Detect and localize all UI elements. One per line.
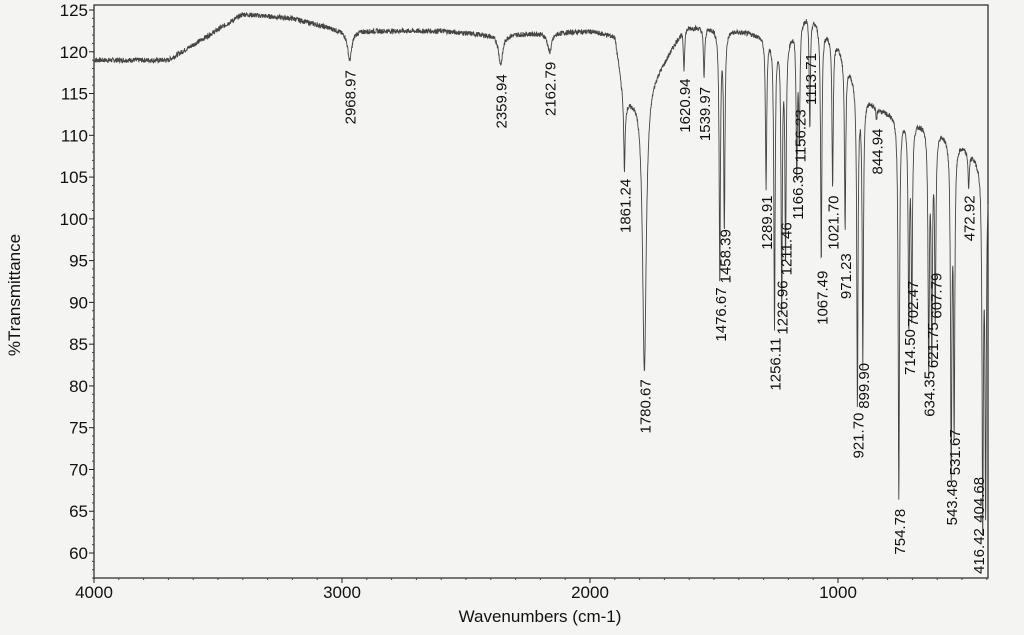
peak-label: 1289.91: [759, 195, 776, 249]
peak-label: 404.68: [971, 477, 988, 523]
y-tick-label: 85: [69, 335, 88, 354]
x-tick-label: 1000: [819, 583, 857, 602]
y-tick-label: 65: [69, 502, 88, 521]
y-axis-label: %Transmittance: [5, 234, 24, 356]
peak-label: 844.94: [870, 129, 887, 175]
spectrum-line: [93, 12, 989, 536]
x-tick-label: 4000: [75, 583, 113, 602]
peak-label: 2968.97: [343, 70, 360, 124]
peak-label: 971.23: [838, 253, 855, 299]
plot-frame: [93, 4, 989, 579]
peak-label: 1113.71: [803, 53, 820, 105]
peak-label: 634.35: [922, 371, 939, 417]
peak-label: 621.75: [925, 322, 942, 368]
peak-label: 1539.97: [697, 87, 714, 141]
peak-label: 1620.94: [677, 78, 694, 132]
peak-label: 1256.11: [768, 337, 785, 390]
y-tick-label: 110: [61, 126, 88, 145]
y-tick-label: 80: [69, 377, 88, 396]
y-tick-label: 60: [69, 544, 88, 563]
y-tick-label: 75: [69, 419, 88, 438]
y-tick-label: 120: [60, 43, 88, 62]
x-axis-label: Wavenumbers (cm-1): [459, 607, 622, 626]
y-tick-label: 115: [61, 85, 88, 104]
peak-label: 2359.94: [494, 74, 511, 128]
peak-label: 921.70: [850, 413, 867, 459]
y-tick-label: 105: [60, 168, 88, 187]
y-tick-label: 90: [69, 293, 88, 312]
peak-label: 1861.24: [617, 179, 634, 233]
y-tick-label: 125: [60, 1, 88, 20]
peak-label: 531.67: [947, 429, 964, 475]
x-tick-label: 2000: [571, 583, 609, 602]
peak-label: 472.92: [962, 195, 979, 241]
peak-label: 754.78: [892, 509, 909, 555]
x-tick-label: 3000: [323, 583, 361, 602]
peak-label: 1780.67: [637, 379, 654, 433]
peak-label: 714.50: [902, 329, 919, 375]
peak-label: 1211.46: [779, 222, 796, 275]
peak-label: 702.47: [905, 281, 922, 327]
peak-label: 1226.96: [775, 280, 792, 334]
peak-label: 607.79: [928, 273, 945, 319]
y-tick-label: 95: [69, 252, 88, 271]
peak-label: 1156.23: [792, 109, 809, 162]
y-tick-label: 70: [69, 460, 88, 479]
y-tick-label: 100: [60, 210, 88, 229]
peak-label: 416.42: [971, 528, 988, 574]
peak-label: 543.48: [944, 480, 961, 526]
peak-label: 1067.49: [814, 271, 831, 325]
peak-label: 1166.30: [790, 167, 807, 220]
peak-label: 1458.39: [717, 229, 734, 283]
peak-label: 1021.70: [826, 195, 843, 249]
peak-label: 899.90: [856, 363, 873, 409]
peak-label: 1476.67: [713, 287, 730, 341]
peak-label: 2162.79: [543, 62, 560, 116]
